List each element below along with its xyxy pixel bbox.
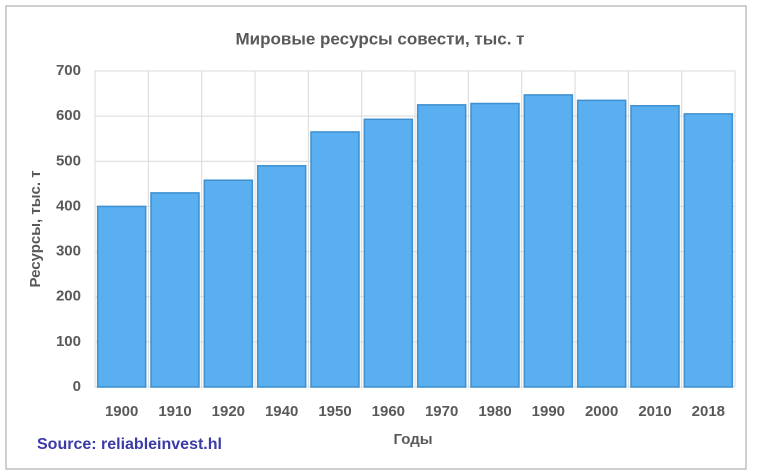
y-tick-label: 600 xyxy=(56,107,81,124)
bar xyxy=(96,205,147,388)
y-tick-label: 400 xyxy=(56,197,81,214)
x-tick-label: 1900 xyxy=(105,403,138,420)
bar xyxy=(683,113,734,388)
source-note: Source: reliableinvest.hl xyxy=(37,436,222,453)
bar xyxy=(150,192,200,388)
x-tick-label: 1970 xyxy=(425,403,458,420)
y-axis-title: Ресурсы, тыс. т xyxy=(27,170,44,287)
y-tick-label: 100 xyxy=(56,333,81,350)
x-tick-label: 1940 xyxy=(265,403,298,420)
x-axis-title: Годы xyxy=(393,431,432,448)
x-tick-label: 1980 xyxy=(478,403,511,420)
bar xyxy=(416,104,467,388)
x-tick-label: 2010 xyxy=(638,403,671,420)
y-tick-label: 300 xyxy=(56,243,81,260)
chart-title: Мировые ресурсы совести, тыс. т xyxy=(236,29,525,48)
x-tick-label: 2018 xyxy=(692,403,725,420)
bar xyxy=(310,131,360,388)
y-tick-label: 200 xyxy=(56,288,81,305)
bar xyxy=(470,102,520,388)
x-tick-label: 1920 xyxy=(212,403,245,420)
x-tick-label: 1960 xyxy=(372,403,405,420)
y-tick-label: 0 xyxy=(73,378,81,395)
bar xyxy=(256,165,307,388)
bar xyxy=(203,179,254,388)
bar xyxy=(523,94,574,388)
x-tick-label: 1950 xyxy=(318,403,351,420)
x-tick-label: 2000 xyxy=(585,403,618,420)
x-tick-label: 1910 xyxy=(158,403,191,420)
bar xyxy=(363,118,414,388)
y-tick-label: 500 xyxy=(56,152,81,169)
bar xyxy=(630,105,680,388)
x-tick-label: 1990 xyxy=(532,403,565,420)
y-tick-label: 700 xyxy=(56,62,81,79)
bar xyxy=(576,99,627,388)
